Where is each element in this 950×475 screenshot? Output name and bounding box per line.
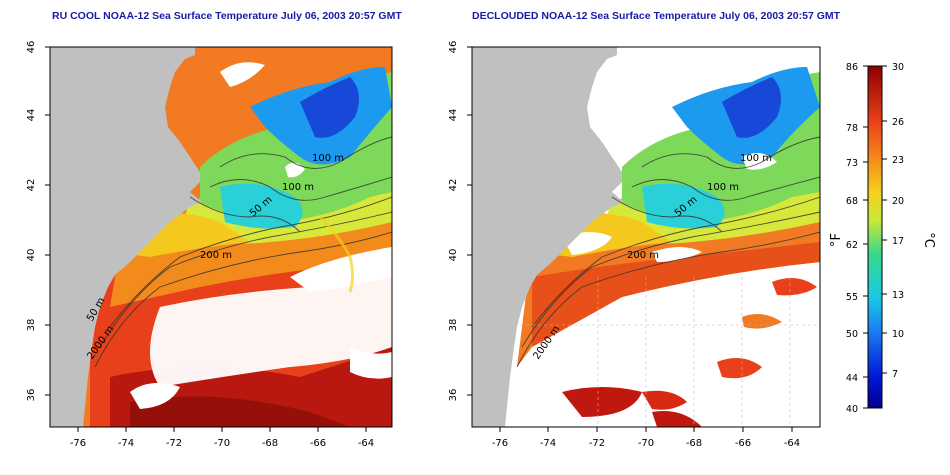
x-tick-label: -70 [638,438,654,449]
y-tick-label: 42 [448,179,459,192]
x-tick-label: -70 [214,438,230,449]
y-tick-label: 44 [448,109,459,122]
x-tick-label: -66 [310,438,326,449]
celsius-tick: 30 [892,62,904,73]
y-tick-label: 44 [26,109,37,122]
celsius-tick: 26 [892,117,904,128]
x-tick-label: -74 [118,438,134,449]
right-panel-title: DECLOUDED NOAA-12 Sea Surface Temperatur… [472,10,841,22]
celsius-tick: 7 [892,369,898,380]
y-tick-label: 46 [26,41,37,54]
left-axes: -76 -74 -72 -70 -68 -66 -64 36 38 40 42 … [26,41,374,449]
fahrenheit-tick: 73 [846,158,858,169]
y-tick-label: 36 [26,389,37,402]
fahrenheit-tick: 55 [846,292,858,303]
x-tick-label: -64 [358,438,374,449]
celsius-tick: 10 [892,329,904,340]
y-tick-label: 40 [26,249,37,262]
x-tick-label: -72 [589,438,605,449]
fahrenheit-tick: 44 [846,373,858,384]
x-tick-label: -68 [686,438,702,449]
celsius-axis-label: °C [921,232,936,248]
y-tick-label: 38 [26,319,37,332]
celsius-tick: 20 [892,196,904,207]
y-tick-label: 36 [448,389,459,402]
right-contour-label: 100 m [740,153,772,164]
right-map [471,46,821,428]
x-tick-label: -74 [540,438,556,449]
fahrenheit-tick: 68 [846,196,858,207]
x-tick-label: -66 [735,438,751,449]
fahrenheit-tick: 50 [846,329,858,340]
celsius-tick: 23 [892,155,904,166]
fahrenheit-tick: 62 [846,240,858,251]
y-tick-label: 40 [448,249,459,262]
right-contour-label: 200 m [627,250,659,261]
x-tick-label: -64 [784,438,800,449]
y-tick-label: 38 [448,319,459,332]
fahrenheit-tick: 78 [846,123,858,134]
left-map [49,46,393,428]
y-tick-label: 46 [448,41,459,54]
fahrenheit-tick: 86 [846,62,858,73]
celsius-tick: 17 [892,236,904,247]
colorbar: 86 78 73 68 62 55 50 44 40 30 26 23 20 1… [829,62,936,415]
fahrenheit-axis-label: °F [829,233,844,247]
celsius-tick: 13 [892,290,904,301]
left-contour-label: 100 m [282,182,314,193]
x-tick-label: -76 [492,438,508,449]
y-tick-label: 42 [26,179,37,192]
x-tick-label: -76 [70,438,86,449]
right-axes: -76 -74 -72 -70 -68 -66 -64 36 38 40 42 … [448,41,800,449]
left-contour-label: 100 m [312,153,344,164]
left-contour-label: 200 m [200,250,232,261]
x-tick-label: -72 [166,438,182,449]
left-panel-title: RU COOL NOAA-12 Sea Surface Temperature … [52,10,402,22]
x-tick-label: -68 [262,438,278,449]
right-contour-label: 100 m [707,182,739,193]
fahrenheit-tick: 40 [846,404,858,415]
